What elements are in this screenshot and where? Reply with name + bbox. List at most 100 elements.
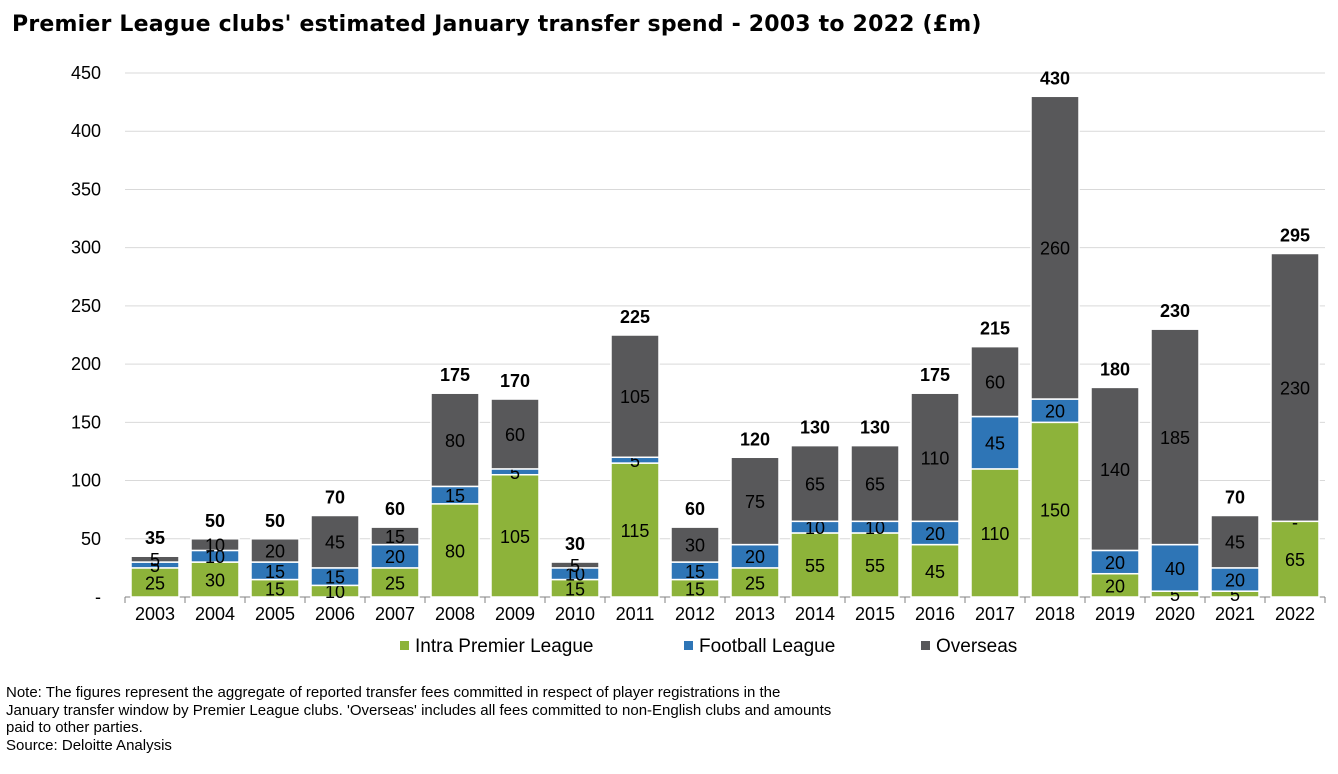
data-label-football-league: 20 bbox=[1045, 402, 1065, 422]
total-label: 70 bbox=[1225, 487, 1245, 507]
data-label-overseas: 65 bbox=[805, 474, 825, 494]
legend-label: Overseas bbox=[936, 636, 1018, 657]
y-tick-label: 350 bbox=[71, 179, 101, 199]
bar-segment-overseas bbox=[190, 538, 240, 552]
legend-swatch-intra bbox=[400, 641, 409, 651]
data-label-overseas: 15 bbox=[385, 527, 405, 547]
bar-segment-intra bbox=[430, 503, 480, 598]
bar-segment-overseas bbox=[790, 444, 840, 523]
data-label-football-league: 45 bbox=[985, 434, 1005, 454]
y-tick-label: 450 bbox=[71, 63, 101, 83]
data-label-football-league: 20 bbox=[925, 524, 945, 544]
bar-segment-overseas bbox=[370, 526, 420, 546]
data-label-football-league: 20 bbox=[745, 547, 765, 567]
chart-title: Premier League clubs' estimated January … bbox=[12, 12, 982, 37]
bar-segment-overseas bbox=[550, 561, 600, 569]
x-tick-label: 2009 bbox=[495, 604, 535, 624]
legend-item-overseas: Overseas bbox=[921, 636, 1017, 658]
bar-segment-overseas bbox=[1090, 386, 1140, 552]
x-tick-label: 2018 bbox=[1035, 604, 1075, 624]
total-label: 120 bbox=[740, 429, 770, 449]
legend-label: Intra Premier League bbox=[415, 636, 594, 657]
x-tick-label: 2016 bbox=[915, 604, 955, 624]
bar-segment-overseas bbox=[910, 392, 960, 523]
data-label-intra: 10 bbox=[325, 582, 345, 602]
data-label-intra: 5 bbox=[1170, 585, 1180, 605]
total-label: 60 bbox=[685, 499, 705, 519]
bar-segment-intra bbox=[1030, 421, 1080, 598]
total-label: 175 bbox=[440, 365, 470, 385]
total-label: 60 bbox=[385, 499, 405, 519]
bar-segment-overseas bbox=[850, 444, 900, 523]
note-line: paid to other parties. bbox=[6, 719, 143, 736]
x-tick-label: 2010 bbox=[555, 604, 595, 624]
note-line: January transfer window by Premier Leagu… bbox=[6, 701, 832, 719]
data-label-overseas: 105 bbox=[620, 387, 650, 407]
data-label-intra: 15 bbox=[265, 579, 285, 599]
data-label-intra: 25 bbox=[145, 573, 165, 593]
y-tick-label: 150 bbox=[71, 412, 101, 432]
bar-segment-overseas bbox=[1210, 514, 1260, 569]
data-label-intra: 25 bbox=[745, 573, 765, 593]
data-label-football-league: 10 bbox=[205, 547, 225, 567]
bar-segment-overseas bbox=[130, 555, 180, 563]
legend-label: Football League bbox=[699, 636, 836, 657]
x-tick-label: 2006 bbox=[315, 604, 355, 624]
total-label: 30 bbox=[565, 534, 585, 554]
bar-segment-overseas bbox=[1270, 252, 1320, 523]
bar-segment-intra bbox=[970, 468, 1020, 598]
data-label-football-league: 20 bbox=[385, 547, 405, 567]
bar-segment-overseas bbox=[490, 398, 540, 470]
x-tick-label: 2019 bbox=[1095, 604, 1135, 624]
data-label-overseas: 5 bbox=[150, 550, 160, 570]
footnote: Note: The figures represent the aggregat… bbox=[6, 684, 831, 754]
total-label: 35 bbox=[145, 528, 165, 548]
bar-segment-intra bbox=[910, 543, 960, 598]
total-label: 180 bbox=[1100, 359, 1130, 379]
bar-segment-intra bbox=[490, 473, 540, 598]
x-tick-label: 2007 bbox=[375, 604, 415, 624]
bar-segment-overseas bbox=[730, 456, 780, 546]
data-label-football-league: 5 bbox=[510, 463, 520, 483]
bar-segment-overseas bbox=[670, 526, 720, 563]
x-tick-label: 2005 bbox=[255, 604, 295, 624]
total-label: 430 bbox=[1040, 68, 1070, 88]
data-label-football-league: 20 bbox=[1105, 553, 1125, 573]
bar-segment-intra bbox=[850, 532, 900, 598]
x-tick-label: 2012 bbox=[675, 604, 715, 624]
legend-swatch-overseas bbox=[921, 641, 930, 651]
total-label: 130 bbox=[800, 418, 830, 438]
x-tick-label: 2017 bbox=[975, 604, 1015, 624]
data-label-overseas: 185 bbox=[1160, 428, 1190, 448]
data-label-intra: 45 bbox=[925, 562, 945, 582]
data-label-intra: 25 bbox=[385, 573, 405, 593]
data-label-football-league: - bbox=[1292, 512, 1298, 532]
total-label: 215 bbox=[980, 319, 1010, 339]
x-tick-label: 2015 bbox=[855, 604, 895, 624]
bar-segment-overseas bbox=[1150, 328, 1200, 546]
legend-swatch-football-league bbox=[684, 641, 693, 651]
data-label-overseas: 45 bbox=[1225, 533, 1245, 553]
data-label-intra: 150 bbox=[1040, 501, 1070, 521]
data-label-football-league: 5 bbox=[630, 451, 640, 471]
bar-segment-intra bbox=[1270, 520, 1320, 598]
data-label-football-league: 5 bbox=[150, 556, 160, 576]
data-label-intra: 115 bbox=[621, 521, 650, 541]
bar-segment-intra bbox=[370, 567, 420, 598]
data-label-intra: 80 bbox=[445, 541, 465, 561]
total-label: 50 bbox=[205, 511, 225, 531]
data-label-intra: 15 bbox=[685, 579, 705, 599]
y-tick-label: 400 bbox=[71, 121, 101, 141]
total-label: 295 bbox=[1280, 225, 1310, 245]
data-label-intra: 65 bbox=[1285, 550, 1305, 570]
x-tick-label: 2021 bbox=[1215, 604, 1255, 624]
data-label-football-league: 10 bbox=[865, 518, 885, 538]
x-tick-label: 2011 bbox=[616, 604, 655, 624]
data-label-intra: 15 bbox=[565, 579, 585, 599]
data-label-overseas: 20 bbox=[265, 541, 285, 561]
data-label-overseas: 75 bbox=[745, 492, 765, 512]
y-tick-label: 50 bbox=[81, 529, 101, 549]
bar-segment-football-league bbox=[1150, 543, 1200, 592]
legend-item-intra: Intra Premier League bbox=[400, 636, 594, 658]
data-label-overseas: 30 bbox=[685, 536, 705, 556]
